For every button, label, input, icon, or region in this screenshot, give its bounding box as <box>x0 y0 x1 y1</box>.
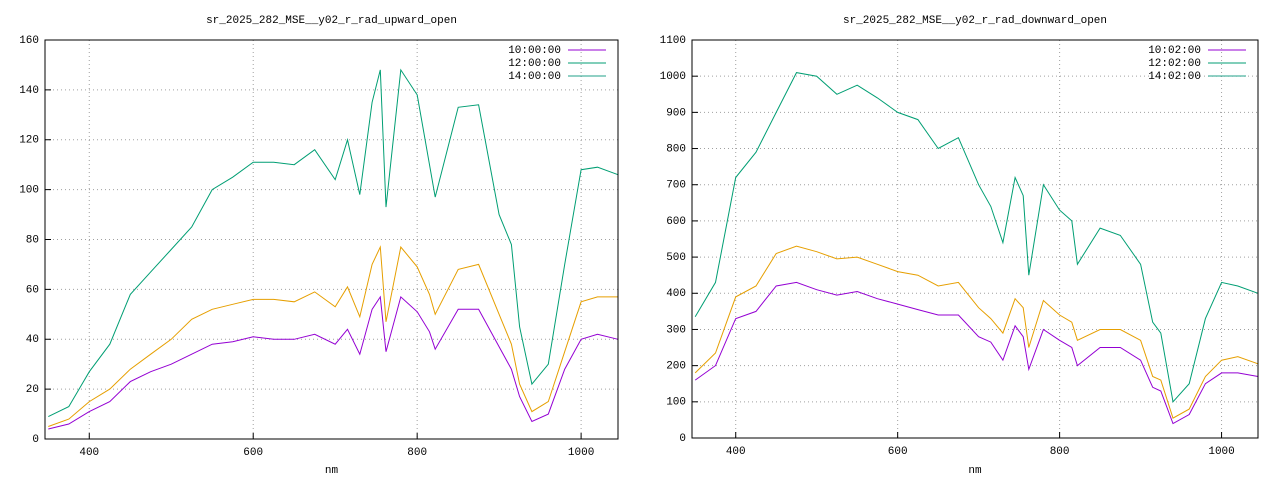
y-tick-label: 140 <box>19 85 39 97</box>
chart-title: sr_2025_282_MSE__y02_r_rad_upward_open <box>206 15 457 27</box>
y-tick-label: 120 <box>19 135 39 147</box>
legend-label: 10:00:00 <box>508 45 561 57</box>
x-axis-label: nm <box>968 465 982 477</box>
legend-label: 12:00:00 <box>508 58 561 70</box>
data-line <box>48 245 618 427</box>
y-tick-label: 400 <box>666 288 686 300</box>
y-tick-label: 100 <box>666 397 686 409</box>
x-tick-label: 1000 <box>1208 446 1234 458</box>
legend-label: 12:02:00 <box>1148 58 1201 70</box>
y-tick-label: 0 <box>32 434 39 446</box>
chart-title: sr_2025_282_MSE__y02_r_rad_downward_open <box>843 15 1107 27</box>
y-tick-label: 600 <box>666 216 686 228</box>
data-line <box>694 281 1259 425</box>
y-tick-label: 1000 <box>660 71 686 83</box>
data-line <box>694 72 1259 403</box>
y-tick-label: 40 <box>26 334 39 346</box>
plot-border <box>44 39 619 440</box>
legend-label: 14:02:00 <box>1148 71 1201 83</box>
legend-label: 10:02:00 <box>1148 45 1201 57</box>
x-tick-label: 400 <box>79 447 99 459</box>
y-tick-label: 20 <box>26 384 39 396</box>
y-tick-label: 800 <box>666 143 686 155</box>
y-tick-label: 100 <box>19 185 39 197</box>
plot-border <box>691 39 1259 439</box>
x-axis-label: nm <box>325 465 339 477</box>
legend-label: 14:00:00 <box>508 71 561 83</box>
y-tick-label: 60 <box>26 284 39 296</box>
x-tick-label: 600 <box>888 446 908 458</box>
y-tick-label: 700 <box>666 180 686 192</box>
data-line <box>48 68 619 418</box>
x-tick-label: 400 <box>726 446 746 458</box>
x-tick-label: 800 <box>1050 446 1070 458</box>
data-line <box>694 245 1259 419</box>
y-tick-label: 900 <box>666 107 686 119</box>
y-tick-label: 200 <box>666 361 686 373</box>
y-tick-label: 80 <box>26 234 39 246</box>
y-tick-label: 300 <box>666 324 686 336</box>
y-tick-label: 500 <box>666 252 686 264</box>
x-tick-label: 600 <box>243 447 263 459</box>
y-tick-label: 160 <box>19 35 39 47</box>
y-tick-label: 0 <box>679 433 686 445</box>
x-tick-label: 800 <box>407 447 427 459</box>
y-tick-label: 1100 <box>660 35 686 47</box>
data-line <box>48 295 619 430</box>
x-tick-label: 1000 <box>568 447 594 459</box>
